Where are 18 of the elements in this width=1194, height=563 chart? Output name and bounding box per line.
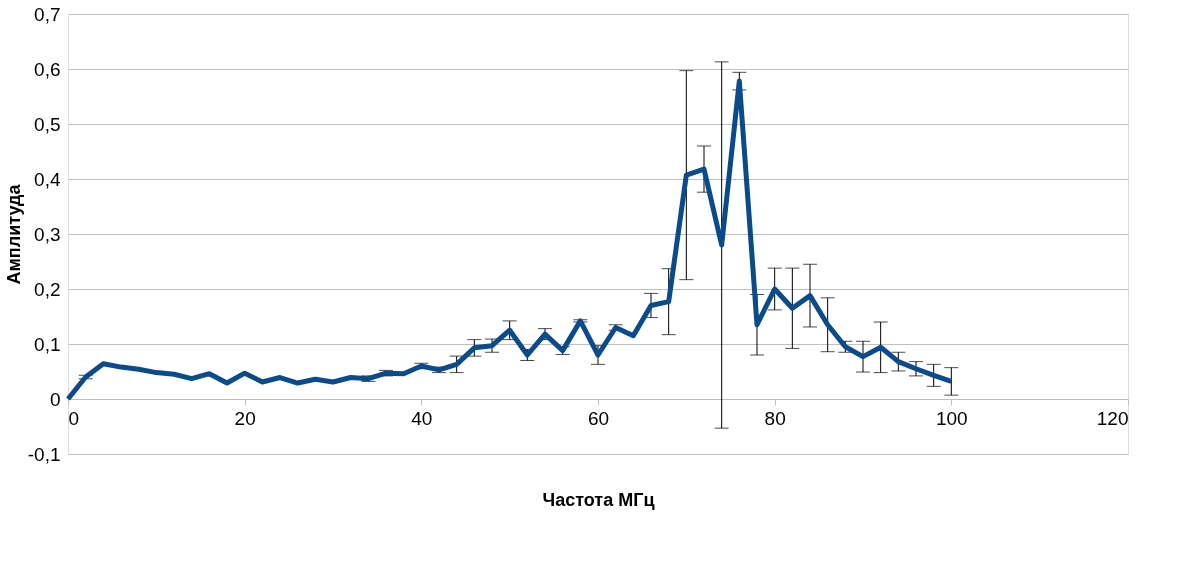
y-axis-title: Амплитуда: [3, 183, 24, 285]
y-tick-label: 0,3: [34, 223, 61, 245]
x-tick-label: 100: [935, 407, 968, 429]
x-tick-label: 0: [68, 407, 80, 429]
y-tick-label: 0,7: [34, 3, 61, 25]
x-axis-title: Частота МГц: [542, 489, 655, 510]
y-tick-label: 0: [49, 388, 61, 410]
y-tick-label: -0,1: [27, 443, 61, 465]
y-tick-label: 0,2: [34, 278, 61, 300]
y-tick-label: 0,4: [34, 168, 61, 190]
x-tick-label: 20: [234, 407, 256, 429]
x-tick-label: 60: [587, 407, 610, 429]
y-tick-label: 0,5: [34, 113, 61, 135]
x-tick-label: 80: [764, 407, 786, 429]
y-tick-label: 0,6: [34, 58, 61, 80]
y-tick-label: 0,1: [34, 333, 61, 355]
x-tick-label: 120: [1096, 407, 1129, 429]
x-tick-label: 40: [411, 407, 433, 429]
